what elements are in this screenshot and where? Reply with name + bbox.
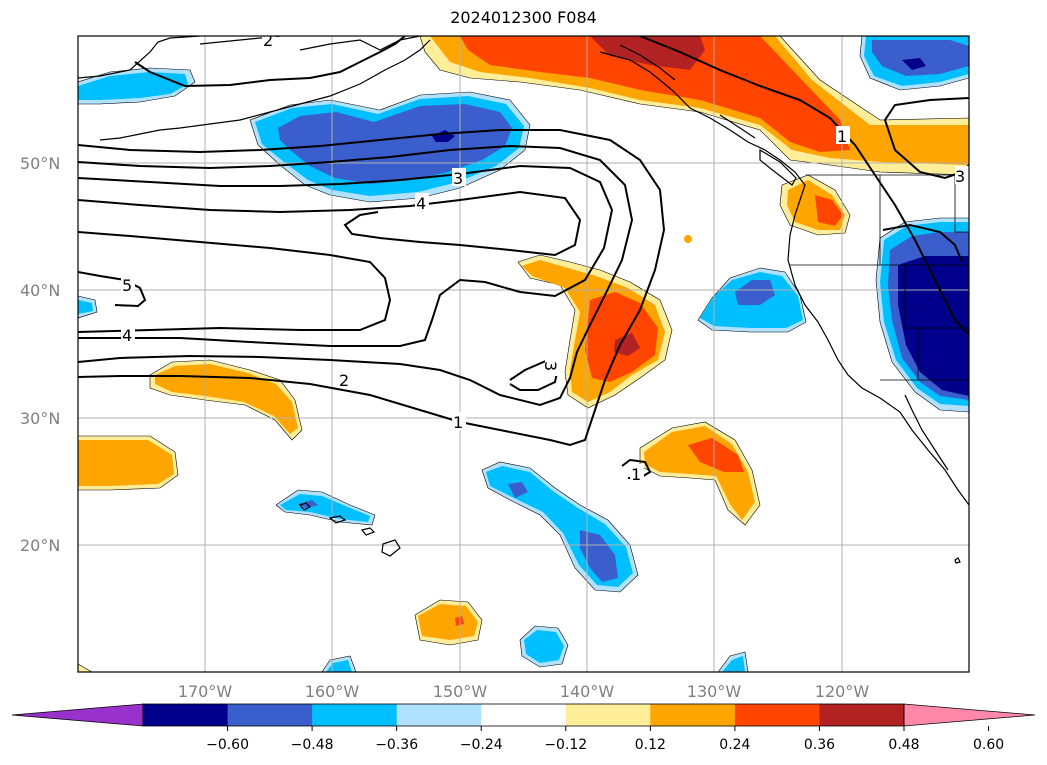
colorbar-tick-label: 0.24 — [719, 737, 750, 753]
colorbar-segment — [227, 704, 313, 726]
contour-label-5: 5 — [122, 276, 132, 295]
longitude-labels: 170°W 160°W 150°W 140°W 130°W 120°W — [178, 682, 870, 701]
contour-label-1-lower: 1 — [453, 413, 463, 432]
colorbar-ticks: −0.60 −0.48 −0.36 −0.24 −0.12 0.12 0.24 0.36 0.4… — [206, 726, 1004, 753]
map-plot-area: 2 3 4 5 4 2 1 3 1 1 3 — [78, 31, 969, 672]
colorbar-tick-label: −0.48 — [291, 737, 334, 753]
colorbar-outline — [142, 703, 905, 727]
colorbar-tick-label: 0.12 — [635, 737, 666, 753]
contour-labels: 2 3 4 5 4 2 1 3 1 1 3 — [121, 31, 969, 484]
cold-anomaly-great-basin — [875, 217, 969, 413]
contour-label-2-top: 2 — [263, 31, 273, 50]
colorbar-segment — [396, 704, 482, 726]
colorbar-tick-label: −0.24 — [460, 737, 503, 753]
coastlines — [78, 36, 969, 564]
cold-anomaly-hawaii — [275, 489, 376, 526]
contour-label-4-lower: 4 — [122, 326, 132, 345]
warm-anomaly-gulf-of-alaska — [419, 36, 969, 176]
warm-anomaly-dot — [684, 235, 692, 243]
colorbar-extend-max — [903, 703, 1036, 727]
warm-anomaly-central — [517, 254, 673, 409]
colorbar-tick-label: 0.48 — [888, 737, 919, 753]
lon-label-160w: 160°W — [305, 682, 360, 701]
cold-anomaly-subtropical-streak — [481, 461, 639, 593]
warm-anomaly-far-west — [78, 435, 179, 491]
colorbar-segments — [11, 703, 1036, 727]
cold-anomaly-ne-corner — [859, 36, 969, 91]
cold-anomaly-south-140w — [519, 625, 569, 668]
colorbar-extend-min — [11, 703, 144, 727]
warm-anomaly-south — [414, 599, 483, 646]
lon-label-130w: 130°W — [687, 682, 742, 701]
colorbar-tick-label: −0.60 — [206, 737, 249, 753]
cold-anomaly-west-edge-b — [78, 300, 93, 314]
cold-anomaly-nw-corner — [78, 67, 196, 105]
warm-anomaly-corner — [78, 663, 93, 672]
lon-label-150w: 150°W — [433, 682, 488, 701]
contour-label-1-loop: 1 — [631, 465, 641, 484]
cold-anomaly-off-california — [697, 267, 807, 333]
colorbar-tick-label: −0.12 — [544, 737, 587, 753]
warm-anomaly-southeast — [639, 421, 761, 526]
colorbar-segment — [819, 704, 905, 726]
colorbar-segment — [312, 704, 398, 726]
contour-label-4-upper: 4 — [416, 194, 426, 213]
contour-label-3-upper: 3 — [453, 169, 463, 188]
contour-label-1-coast: 1 — [837, 127, 847, 146]
colorbar-segment — [143, 704, 229, 726]
colorbar-tick-label: 0.60 — [973, 737, 1004, 753]
lat-label-50n: 50°N — [20, 154, 60, 173]
contour-label-3-right: 3 — [955, 167, 965, 186]
lat-label-20n: 20°N — [20, 536, 60, 555]
political-borders — [790, 174, 969, 381]
cold-anomaly-bottom-2b — [722, 656, 745, 672]
contour-label-3-loop: 3 — [541, 361, 560, 371]
colorbar-segment — [734, 704, 820, 726]
lon-label-170w: 170°W — [178, 682, 233, 701]
map-frame — [77, 35, 970, 673]
warm-anomaly-oregon — [779, 174, 851, 236]
lat-label-40n: 40°N — [20, 281, 60, 300]
latitude-labels: 50°N 40°N 30°N 20°N — [20, 154, 60, 555]
lon-label-120w: 120°W — [815, 682, 870, 701]
colorbar-segment — [481, 704, 567, 726]
map-title: 2024012300 F084 — [450, 8, 597, 27]
lat-label-30n: 30°N — [20, 409, 60, 428]
colorbar-tick-label: 0.36 — [804, 737, 835, 753]
colorbar-tick-label: −0.36 — [375, 737, 418, 753]
colorbar-segment — [565, 704, 651, 726]
colorbar-segment — [650, 704, 736, 726]
lon-label-140w: 140°W — [560, 682, 615, 701]
graticule — [78, 36, 969, 672]
contour-label-2-lower: 2 — [339, 371, 349, 390]
colorbar: −0.60 −0.48 −0.36 −0.24 −0.12 0.12 0.24 0.36 0.4… — [11, 703, 1036, 753]
